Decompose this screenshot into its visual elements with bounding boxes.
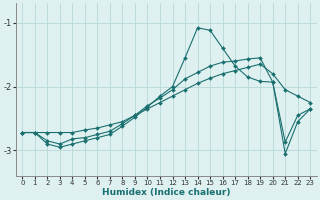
X-axis label: Humidex (Indice chaleur): Humidex (Indice chaleur) (102, 188, 230, 197)
